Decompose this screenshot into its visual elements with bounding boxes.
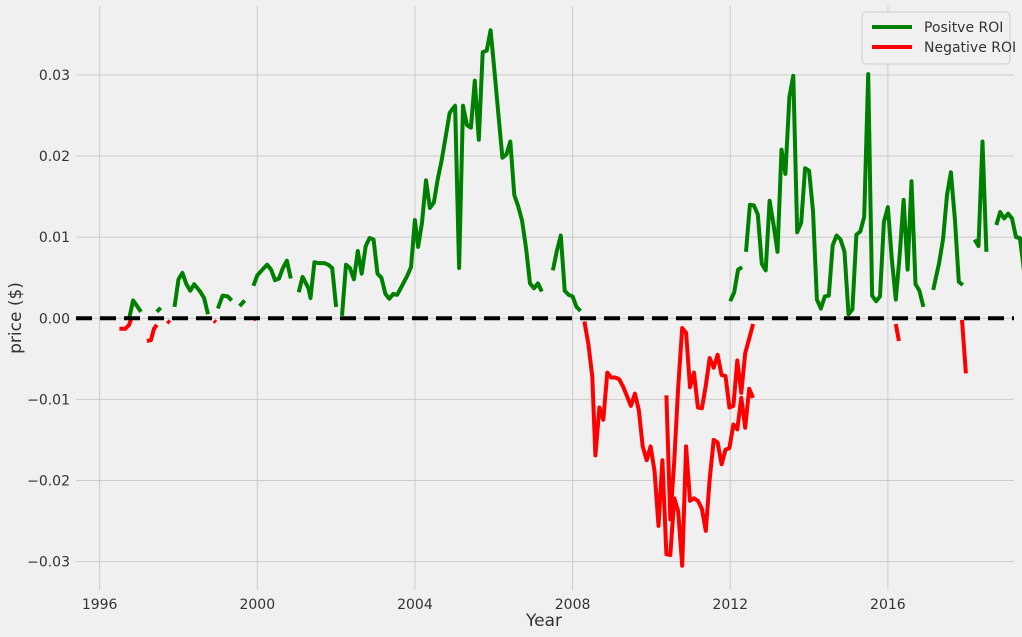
series-positive-roi [127,28,1022,319]
series-line-segment [165,319,172,325]
series-line-segment [664,323,756,522]
series-line-segment [340,28,544,316]
x-tick-label: 2004 [397,597,433,613]
series-line-segment [931,170,965,291]
x-tick-label: 2000 [239,597,275,613]
series-line-segment [972,139,989,252]
x-axis-ticks: 1996 2000 2004 2008 2012 2016 [82,597,906,613]
series-line-segment [744,72,926,317]
series-line-segment [119,317,134,331]
y-tick-label: −0.02 [27,474,70,490]
series-line-segment [994,210,1022,270]
legend-label-negative: Negative ROI [924,40,1016,56]
series-line-segment [172,270,210,315]
series-line-segment [582,321,755,568]
x-tick-label: 2008 [555,597,591,613]
legend-label-positive: Positve ROI [924,20,1003,36]
series-negative-roi [119,316,968,568]
y-tick-label: 0.03 [39,68,70,84]
y-axis-ticks: −0.03 −0.02 −0.01 0.00 0.01 0.02 0.03 [27,68,70,571]
y-tick-label: −0.03 [27,555,70,571]
series-line-segment [251,258,293,287]
series-line-segment [155,306,163,314]
x-tick-label: 2012 [712,597,748,613]
x-tick-label: 2016 [870,597,906,613]
series-line-segment [296,260,339,308]
series-line-segment [146,323,159,343]
series-line-segment [238,299,247,308]
y-tick-label: −0.01 [27,392,70,408]
x-tick-label: 1996 [82,597,118,613]
series-layer [119,28,1022,568]
y-tick-label: 0.00 [39,311,70,327]
series-line-segment [127,298,143,319]
legend: Positve ROI Negative ROI [861,11,1016,65]
y-tick-label: 0.02 [39,149,70,165]
series-line-segment [960,319,968,374]
series-line-segment [893,323,901,342]
series-line-segment [550,233,582,313]
series-line-segment [216,293,234,310]
x-axis-label: Year [525,611,562,631]
y-tick-label: 0.01 [39,230,70,246]
y-axis-label: price ($) [6,282,26,354]
series-line-segment [212,319,218,324]
series-line-segment [728,265,744,303]
